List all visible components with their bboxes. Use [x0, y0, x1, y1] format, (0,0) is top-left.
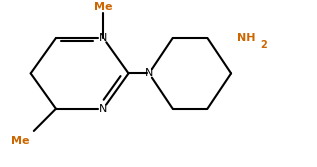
Text: Me: Me: [94, 2, 113, 12]
Text: NH: NH: [237, 33, 256, 43]
Text: N: N: [99, 33, 107, 43]
Text: 2: 2: [260, 40, 267, 50]
Text: N: N: [145, 68, 153, 78]
Text: Me: Me: [11, 136, 29, 146]
Text: N: N: [99, 104, 107, 114]
